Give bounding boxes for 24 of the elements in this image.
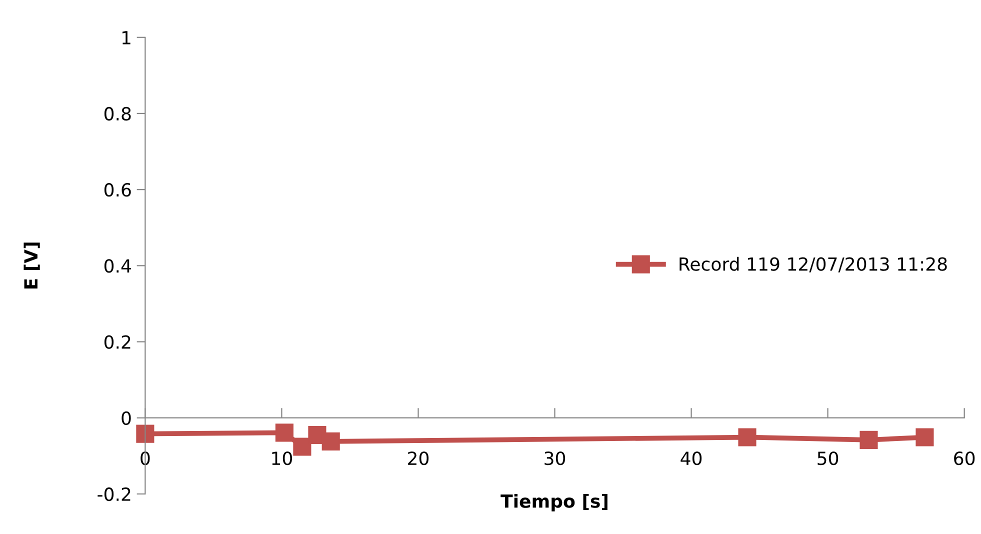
point [916,428,934,446]
y-tick-label: 0.8 [104,106,131,121]
point [275,424,294,442]
x-axis-title: Tiempo [s] [500,494,608,512]
point [860,430,878,449]
x-tick-label: 20 [408,452,429,466]
y-tick-label: 1 [122,31,130,44]
legend-label: Record 119 12/07/2013 11:28 [680,256,947,272]
x-tick-label: 60 [954,452,975,466]
x-tick-label: 30 [544,452,566,466]
y-axis-title: E [V] [24,242,40,289]
y-tick-label: 0.4 [104,259,131,273]
y-tick-label: 0.2 [104,335,130,349]
x-tick-label: 0 [140,452,150,466]
x-tick-label: 50 [818,452,838,466]
y-tick-label: 0 [122,411,131,425]
point [136,424,154,443]
y-tick-label: 0.6 [104,183,131,197]
point [322,432,340,450]
point [738,428,756,446]
point [293,438,312,456]
x-tick-label: 40 [680,452,702,466]
x-tick-label: 10 [272,452,292,466]
y-tick-label: -0.2 [98,487,130,502]
